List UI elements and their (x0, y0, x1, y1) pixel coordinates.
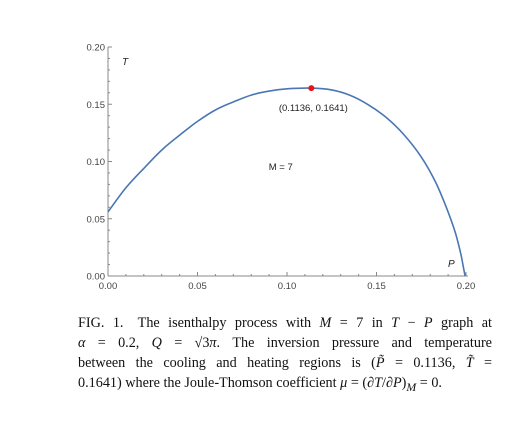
caption-text: T (391, 315, 400, 331)
caption-text: P̃ (375, 355, 385, 371)
caption-text: ) (401, 375, 407, 391)
chart-ticks (107, 46, 467, 277)
m-annotation: M = 7 (269, 162, 293, 173)
caption-text: . The inversion pressure and temperature (216, 335, 492, 351)
caption-text: α (78, 335, 86, 351)
chart-tick-labels: 0.00 0.05 0.10 0.15 0.20 0.00 0.05 0.10 0.15 0.20 (87, 43, 476, 293)
isenthalpy-chart: 0.00 0.05 0.10 0.15 0.20 0.00 0.05 0.10 0.15 0.20… (87, 43, 476, 293)
y-axis-title: T (122, 57, 129, 68)
y-tick-label: 0.10 (87, 157, 106, 168)
caption-line: 0.1641) where the Joule-Thomson coeffici… (78, 373, 492, 397)
x-tick-label: 0.15 (367, 281, 386, 292)
caption-text: = 7 in (331, 315, 392, 331)
caption-text: M (319, 315, 332, 331)
inversion-point-marker (308, 85, 315, 92)
caption-text: μ (340, 375, 348, 391)
caption-text: between the cooling and heating regions … (78, 355, 376, 371)
caption-text: = (473, 355, 492, 371)
caption-text: The isenthalpy process with (137, 315, 320, 331)
x-tick-label: 0.10 (278, 281, 297, 292)
caption-line: between the cooling and heating regions … (78, 353, 492, 373)
figure-caption: FIG. 1. The isenthalpy process with M = … (78, 313, 492, 397)
caption-text: T (374, 375, 382, 391)
isenthalpy-curve (107, 87, 466, 277)
caption-text: P (392, 375, 402, 391)
y-tick-label: 0.20 (87, 43, 106, 54)
y-tick-label: 0.15 (87, 100, 106, 111)
caption-text: T̃ (465, 355, 474, 371)
x-tick-label: 0.20 (457, 281, 476, 292)
caption-text: graph at (432, 315, 492, 331)
x-tick-label: 0.00 (99, 281, 118, 292)
caption-text: M (406, 379, 417, 394)
caption-text: = 0.2, (85, 335, 152, 351)
caption-text: /∂ (382, 375, 393, 391)
caption-text: Q (151, 335, 162, 351)
caption-text: = 0.1136, (384, 355, 466, 371)
caption-text: π (209, 335, 217, 351)
caption-text: = √3 (161, 335, 210, 351)
caption-text: = 0. (416, 375, 442, 391)
caption-line: α = 0.2, Q = √3π. The inversion pressure… (78, 333, 492, 353)
caption-text: − (399, 315, 424, 331)
caption-text: = (∂ (347, 375, 375, 391)
y-tick-label: 0.00 (87, 272, 106, 283)
caption-line: FIG. 1. The isenthalpy process with M = … (78, 313, 492, 333)
caption-text: 0.1641) where the Joule-Thomson coeffici… (78, 375, 341, 391)
x-tick-label: 0.05 (188, 281, 207, 292)
caption-text: P (423, 315, 433, 331)
y-tick-label: 0.05 (87, 214, 106, 225)
caption-label: FIG. 1. (78, 315, 138, 331)
x-axis-title: P (448, 259, 455, 270)
inversion-point-label: (0.1136, 0.1641) (279, 103, 348, 114)
